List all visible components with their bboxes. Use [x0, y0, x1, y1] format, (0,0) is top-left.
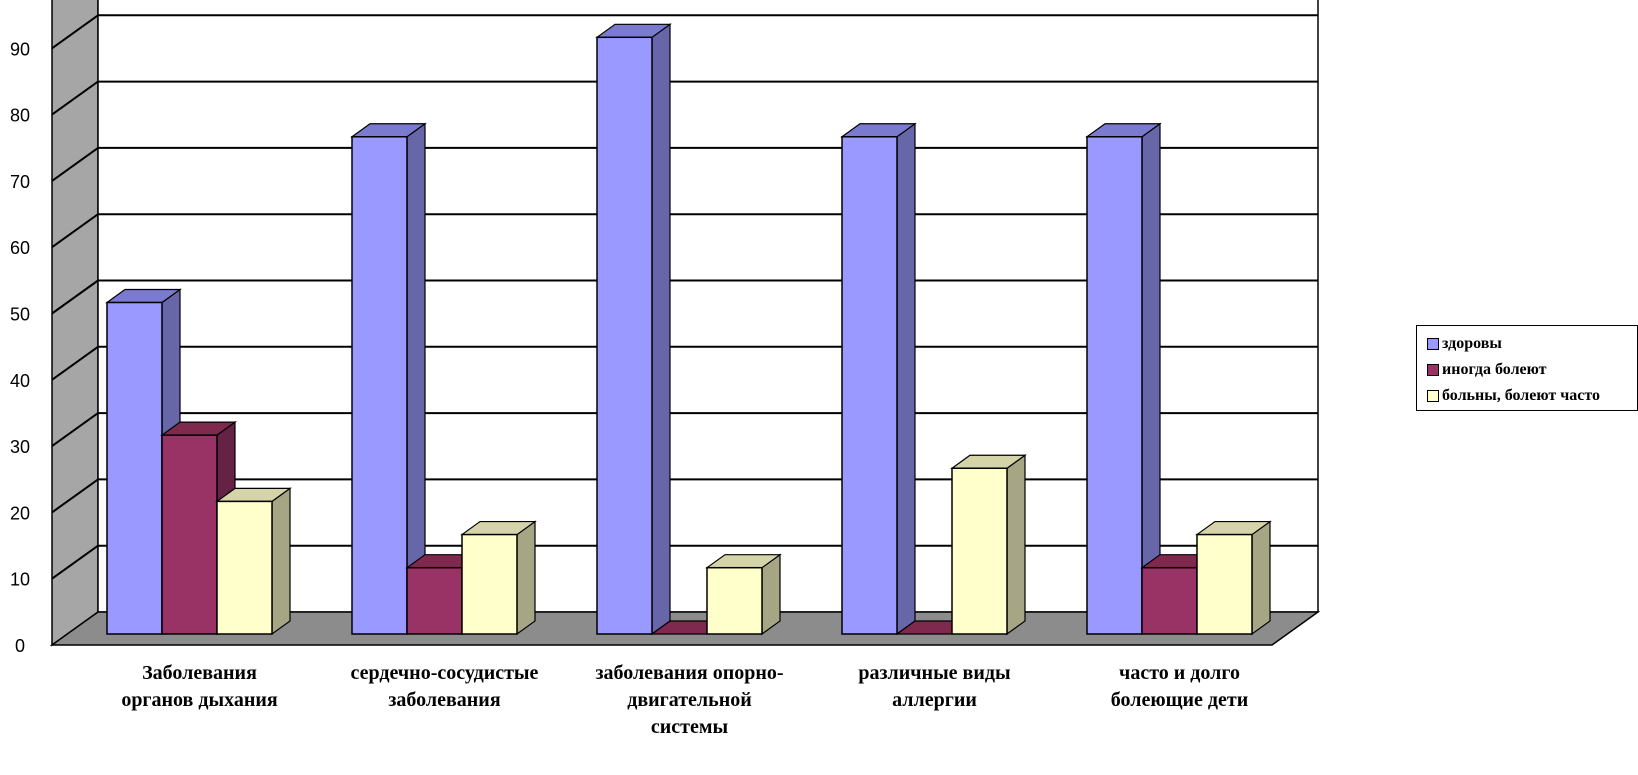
gridline-side [51, 478, 99, 514]
bar [1086, 136, 1143, 635]
gridline-side [51, 14, 99, 50]
y-tick-label: 80 [10, 106, 30, 126]
bar [841, 136, 898, 635]
y-tick-label: 10 [10, 570, 30, 590]
gridline-side [51, 412, 99, 447]
y-tick-label: 90 [10, 39, 30, 59]
legend-swatch-series-3 [1427, 390, 1439, 402]
legend-label-series-2: иногда болеют [1442, 361, 1547, 378]
legend-label-series-3: больны, болеют часто [1442, 387, 1601, 404]
chart-side-wall [51, 0, 99, 647]
y-tick-label: 20 [10, 503, 30, 523]
bar-side [1251, 520, 1271, 636]
bar [216, 500, 273, 635]
x-tick-label: часто и долго болеющие дети [1110, 662, 1249, 711]
legend-item-series-1: здоровы [1427, 334, 1502, 354]
bar [1141, 566, 1198, 635]
gridline-side [51, 147, 99, 182]
y-tick-label: 60 [10, 238, 30, 258]
bar [951, 467, 1008, 635]
x-tick-label: сердечно-сосудистые заболевания [350, 662, 539, 711]
chart-legend: здоровы иногда болеют больны, болеют час… [1416, 325, 1638, 411]
legend-swatch-series-2 [1427, 364, 1439, 376]
bar-side [761, 553, 781, 636]
x-tick-label: заболевания опорно- двигательной системы [595, 662, 784, 738]
x-tick-label: различные виды аллергии [858, 662, 1011, 711]
bar [406, 566, 463, 635]
bar [596, 36, 653, 635]
bar [1196, 533, 1253, 635]
bar-side [896, 122, 916, 636]
legend-item-series-2: иногда болеют [1427, 360, 1547, 380]
y-tick-label: 40 [10, 371, 30, 391]
gridline-side [51, 345, 99, 381]
bar [351, 136, 408, 635]
gridline-side [51, 80, 99, 116]
bar-side [516, 520, 536, 636]
bar-side [1006, 454, 1026, 636]
y-tick-label: 70 [10, 172, 30, 192]
x-tick-label: Заболевания органов дыхания [121, 662, 278, 711]
y-tick-label: 30 [10, 437, 30, 457]
bar [706, 566, 763, 635]
legend-item-series-3: больны, болеют часто [1427, 386, 1600, 406]
bar [161, 434, 218, 635]
bar [106, 301, 163, 635]
bar-side [271, 487, 291, 636]
y-tick-label: 0 [15, 636, 25, 656]
bar [461, 533, 518, 635]
bar-side [651, 23, 671, 636]
gridline-side [51, 544, 99, 580]
gridline-side [51, 279, 99, 315]
legend-swatch-series-1 [1427, 338, 1439, 350]
legend-label-series-1: здоровы [1442, 335, 1502, 352]
gridline-side [51, 213, 99, 249]
y-tick-label: 50 [10, 305, 30, 325]
